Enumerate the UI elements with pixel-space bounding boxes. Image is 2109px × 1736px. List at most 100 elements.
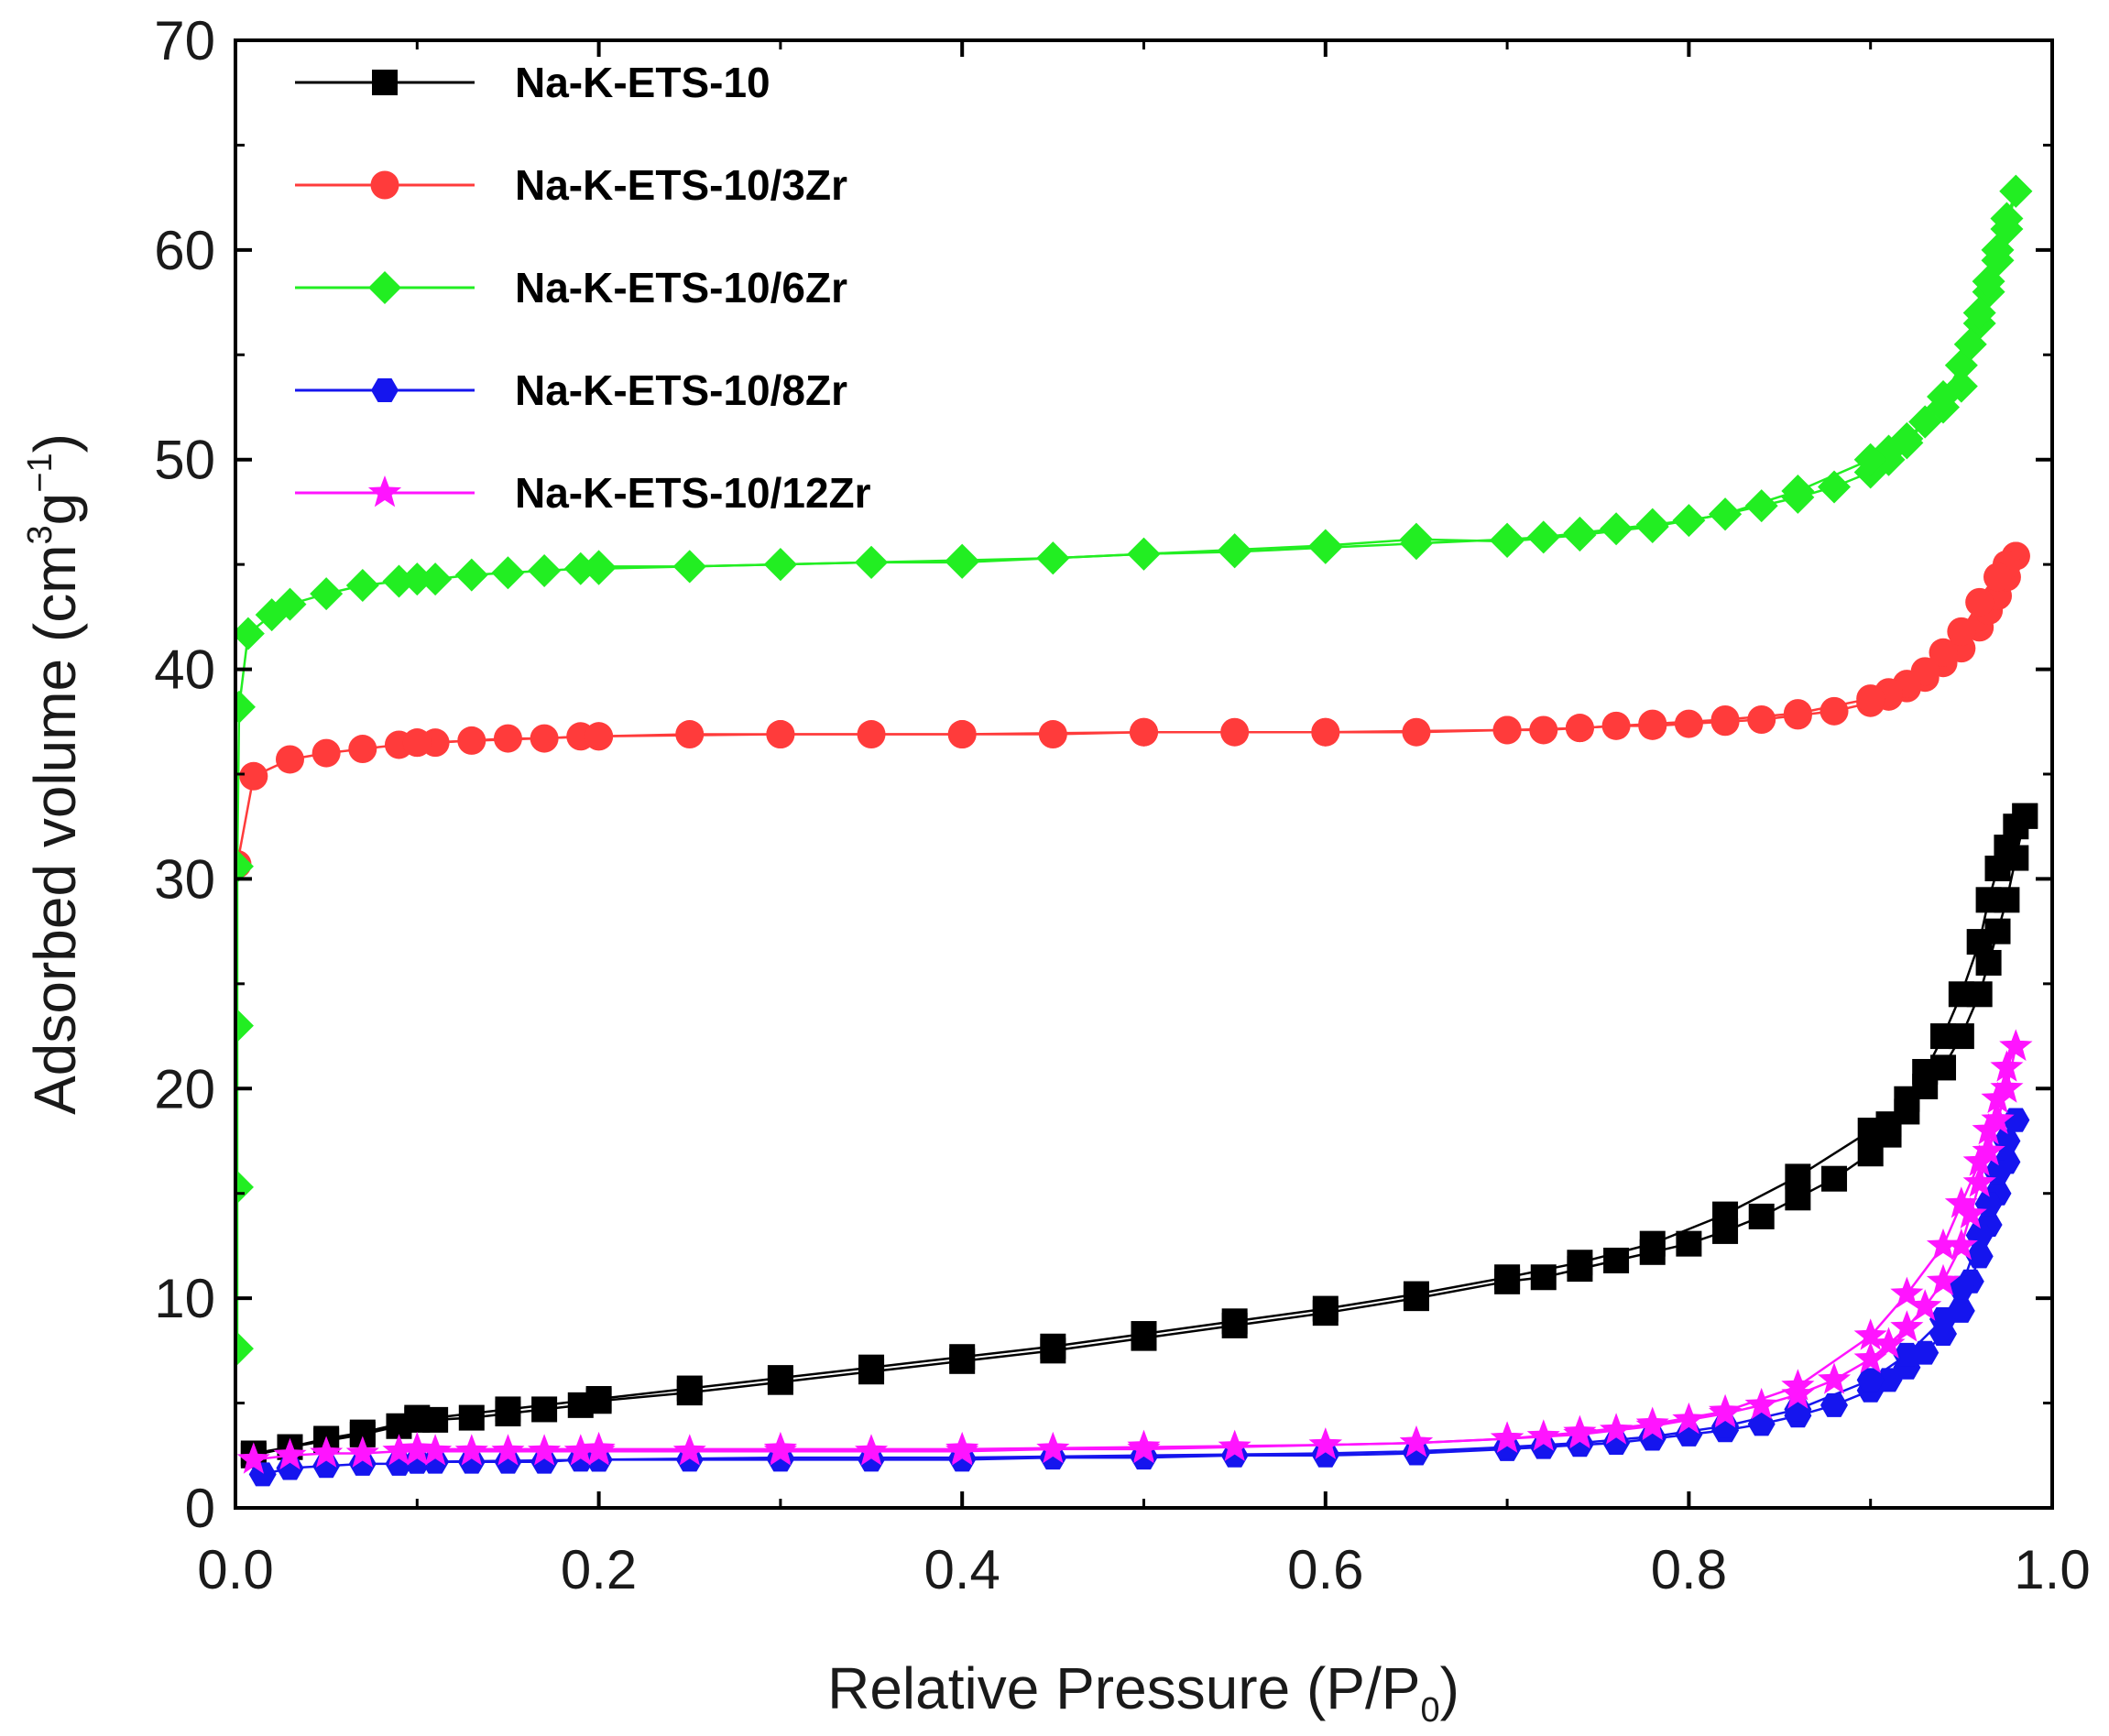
- adsorption-point: [1676, 1230, 1702, 1257]
- desorption-point: [1853, 1318, 1887, 1350]
- adsorption-point: [1972, 1133, 2005, 1166]
- y-axis-title-mid: g: [22, 493, 88, 526]
- y-tick-label: 50: [154, 430, 215, 491]
- desorption-point: [1403, 1281, 1429, 1307]
- series-na-k-ets-10-6zr: [235, 174, 2033, 1366]
- desorption-point: [495, 1396, 521, 1423]
- adsorption-point: [528, 1434, 562, 1466]
- y-axis-title-close: ): [22, 433, 88, 453]
- adsorption-point: [1674, 709, 1703, 738]
- desorption-point: [763, 548, 797, 582]
- desorption-point: [1635, 1406, 1669, 1438]
- desorption-point: [1966, 929, 1993, 955]
- adsorption-point: [1821, 1165, 1848, 1192]
- desorption-point: [1857, 1118, 1884, 1144]
- adsorption-point: [454, 558, 488, 592]
- desorption-point: [1972, 1113, 2005, 1145]
- desorption-point: [1894, 1086, 1920, 1112]
- adsorption-point: [675, 720, 705, 749]
- desorption-point: [945, 1431, 979, 1464]
- desorption-point: [1399, 1425, 1433, 1458]
- adsorption-point: [345, 1436, 379, 1468]
- y-tick-label: 10: [154, 1268, 215, 1329]
- desorption-point: [1710, 704, 1740, 734]
- adsorption-point: [310, 577, 344, 611]
- adsorption-point: [419, 1434, 453, 1466]
- adsorption-point: [1926, 1263, 1961, 1296]
- adsorption-point: [1872, 1327, 1906, 1359]
- desorption-point: [402, 728, 432, 758]
- desorption-line: [417, 1119, 2017, 1463]
- desorption-point: [1785, 1163, 1811, 1190]
- adsorption-point: [1819, 696, 1849, 726]
- desorption-point: [400, 1431, 434, 1464]
- adsorption-point: [1218, 1429, 1251, 1461]
- ticks-layer: 0.0 0.2 0.4 0.6 0.8 1.0 0 10 20 30 40 50 60 70: [154, 10, 2090, 1600]
- adsorption-point: [1874, 1368, 1903, 1392]
- adsorption-point: [1526, 520, 1560, 554]
- desorption-point: [1999, 1029, 2033, 1061]
- desorption-point: [1218, 533, 1251, 567]
- desorption-point: [763, 1431, 797, 1464]
- adsorption-point: [1600, 1413, 1634, 1445]
- desorption-point: [2002, 1108, 2030, 1132]
- desorption-point: [1781, 1369, 1815, 1401]
- x-tick-label: 0.4: [923, 1539, 1000, 1600]
- x-axis-title-subscript: 0: [1420, 1691, 1439, 1730]
- adsorption-point: [1744, 1387, 1778, 1420]
- legend-marker: [371, 378, 399, 402]
- desorption-point: [1948, 981, 1974, 1008]
- desorption-point: [1893, 1342, 1921, 1367]
- desorption-point: [1709, 497, 1743, 531]
- adsorption-point: [1990, 1071, 2024, 1103]
- desorption-point: [1781, 475, 1815, 508]
- y-tick-label: 40: [154, 639, 215, 701]
- desorption-point: [585, 722, 614, 751]
- desorption-point: [1712, 1201, 1739, 1228]
- adsorption-point: [400, 562, 434, 596]
- legend-marker: [368, 271, 401, 304]
- series-na-k-ets-10-12zr: [236, 1029, 2033, 1474]
- desorption-point: [404, 1406, 431, 1433]
- desorption-point: [858, 1354, 885, 1381]
- y-tick-label: 70: [154, 10, 215, 71]
- desorption-point: [1709, 1393, 1743, 1426]
- desorption-point: [1221, 1308, 1248, 1335]
- adsorption-point: [1601, 711, 1631, 740]
- adsorption-point: [457, 726, 486, 755]
- desorption-point: [1635, 509, 1669, 543]
- adsorption-point: [1818, 470, 1852, 504]
- desorption-point: [767, 1365, 793, 1392]
- y-tick-label: 20: [154, 1058, 215, 1119]
- adsorption-point: [235, 1332, 254, 1366]
- x-axis-title: Relative Pressure (P/P0): [827, 1655, 1459, 1730]
- desorption-point: [1975, 887, 2002, 913]
- desorption-point: [1491, 1421, 1524, 1453]
- desorption-point: [1912, 1058, 1939, 1085]
- desorption-line: [253, 814, 2027, 1455]
- desorption-point: [1890, 1276, 1924, 1308]
- adsorption-point: [1600, 512, 1634, 546]
- desorption-point: [1311, 717, 1340, 747]
- adsorption-point: [311, 738, 341, 768]
- legend-marker: [367, 475, 402, 508]
- legend-label: Na-K-ETS-10/6Zr: [515, 264, 847, 311]
- desorption-point: [1494, 1264, 1521, 1291]
- adsorption-point: [1672, 1402, 1706, 1435]
- series-na-k-ets-10: [240, 802, 2038, 1469]
- adsorption-point: [235, 1009, 254, 1043]
- desorption-point: [945, 545, 979, 579]
- adsorption-point: [1981, 1102, 2015, 1134]
- desorption-point: [1563, 1414, 1597, 1447]
- adsorption-point: [348, 735, 377, 764]
- desorption-line: [417, 1046, 2017, 1451]
- desorption-point: [1999, 174, 2033, 208]
- adsorption-point: [273, 587, 307, 621]
- adsorption-point: [345, 569, 379, 603]
- desorption-point: [1856, 684, 1885, 714]
- desorption-point: [1944, 1186, 1978, 1218]
- x-tick-label: 0.6: [1287, 1539, 1363, 1600]
- x-tick-label: 1.0: [2014, 1539, 2090, 1600]
- desorption-point: [1929, 638, 1958, 667]
- adsorption-line: [253, 815, 2027, 1458]
